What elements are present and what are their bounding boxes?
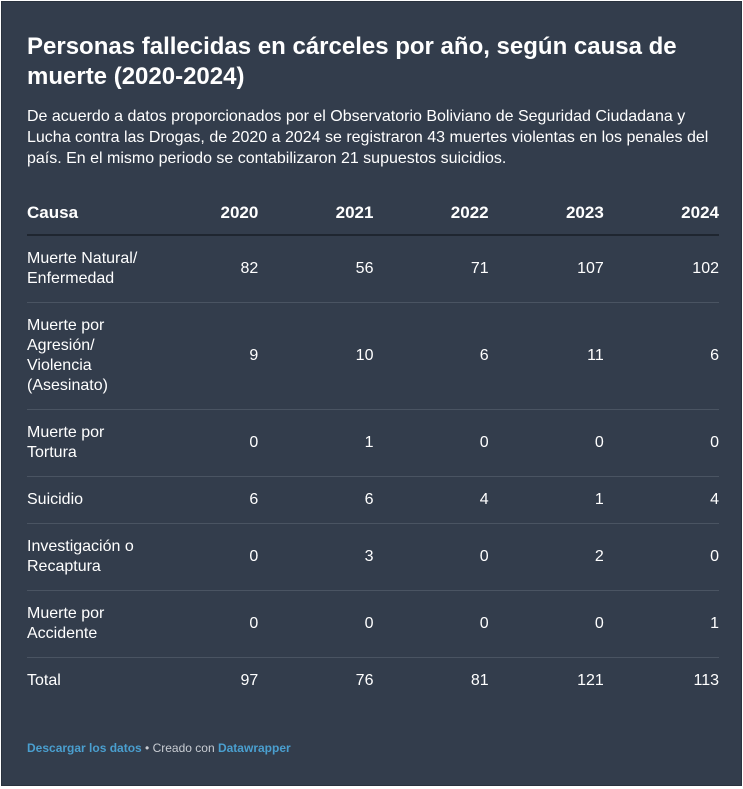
table-cell-2020: 0 [143, 590, 259, 658]
table-cell-2023: 2 [488, 523, 604, 591]
table-cell-2022: 4 [373, 476, 489, 524]
table-cell-2023: 121 [577, 672, 604, 689]
table-cell-2024: 6 [603, 302, 719, 410]
chart-description: De acuerdo a datos proporcionados por el… [27, 108, 709, 167]
column-header-2021[interactable]: 2021 [258, 192, 374, 236]
table-cell-2021: 3 [258, 523, 374, 591]
data-table: Causa 2020 2021 2022 2023 2024 Muerte Na… [27, 192, 719, 704]
table-header-row: Causa 2020 2021 2022 2023 2024 [27, 192, 719, 236]
table-cell-2022: 81 [470, 672, 489, 689]
table-row: Investigación o Recaptura 0 3 0 2 0 [27, 523, 719, 591]
table-cell-2020: 82 [143, 235, 259, 303]
table-row: Muerte por Agresión/ Violencia (Asesinat… [27, 302, 719, 410]
download-data-link[interactable]: Descargar los datos [27, 741, 142, 755]
table-row: Muerte por Accidente 0 0 0 0 1 [27, 590, 719, 658]
table-cell-2024: 1 [603, 590, 719, 658]
table-cell-2020: 6 [143, 476, 259, 524]
table-row: Muerte por Tortura 0 1 0 0 0 [27, 409, 719, 477]
datawrapper-link[interactable]: Datawrapper [217, 741, 291, 755]
chart-title: Personas fallecidas en cárceles por año,… [27, 33, 677, 90]
table-cell-2023: 0 [488, 590, 604, 658]
table-cell-2022: 71 [373, 235, 489, 303]
row-label: Muerte por Agresión/ Violencia (Asesinat… [27, 302, 144, 410]
column-header-2023[interactable]: 2023 [488, 192, 604, 236]
table-cell-2024: 4 [603, 476, 719, 524]
table-cell-2021: 76 [355, 672, 374, 689]
table-cell-2024: 0 [603, 409, 719, 477]
table-cell-2020: 0 [143, 523, 259, 591]
table-cell-2021: 6 [258, 476, 374, 524]
column-header-2022[interactable]: 2022 [373, 192, 489, 236]
row-label: Muerte Natural/ Enfermedad [27, 235, 144, 303]
table-body: Muerte Natural/ Enfermedad 82 56 71 107 102 Mu… [27, 235, 719, 704]
table-cell-2024: 113 [693, 672, 719, 689]
table-row: Total 97 76 81 121 113 [27, 658, 719, 705]
table-row: Suicidio 6 6 4 1 4 [27, 476, 719, 524]
table-cell-2023: 1 [488, 476, 604, 524]
table-cell-2020: 97 [240, 672, 259, 689]
table-cell-2023: 11 [488, 302, 604, 410]
table-cell-2024: 102 [603, 235, 719, 303]
table-cell-2022: 0 [373, 409, 489, 477]
table-cell-2022: 0 [373, 523, 489, 591]
row-label: Investigación o Recaptura [27, 523, 144, 591]
table-cell-2022: 6 [373, 302, 489, 410]
table-cell-2020: 0 [143, 409, 259, 477]
table-cell-2024: 0 [603, 523, 719, 591]
table-cell-2020: 9 [143, 302, 259, 410]
column-header-causa[interactable]: Causa [27, 192, 144, 236]
table-cell-2021: 10 [258, 302, 374, 410]
table-cell-2022: 0 [373, 590, 489, 658]
column-header-2020[interactable]: 2020 [143, 192, 259, 236]
row-label: Muerte por Accidente [27, 590, 144, 658]
footer: Descargar los datos • Creado con Datawra… [27, 741, 291, 755]
table-cell-2023: 107 [488, 235, 604, 303]
table-row: Muerte Natural/ Enfermedad 82 56 71 107 102 [27, 235, 719, 303]
row-label: Suicidio [27, 476, 144, 524]
table-cell-2021: 0 [258, 590, 374, 658]
row-label: Total [27, 672, 61, 689]
row-label: Muerte por Tortura [27, 409, 144, 477]
footer-credit-text: • Creado con [141, 741, 218, 755]
table-cell-2023: 0 [488, 409, 604, 477]
table-cell-2021: 1 [258, 409, 374, 477]
table-cell-2021: 56 [258, 235, 374, 303]
column-header-2024[interactable]: 2024 [603, 192, 719, 236]
